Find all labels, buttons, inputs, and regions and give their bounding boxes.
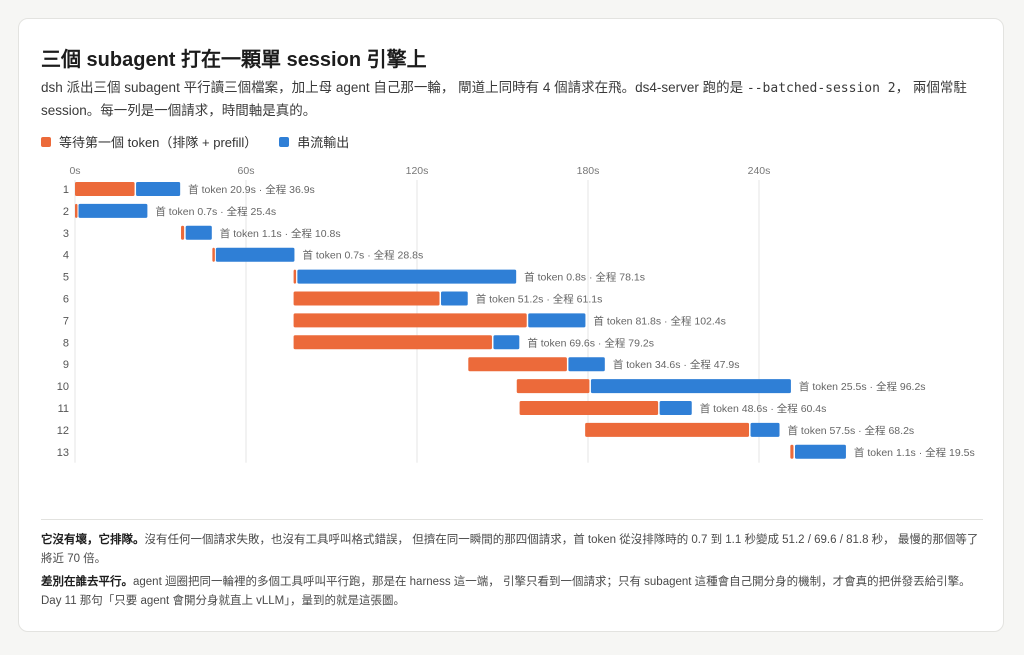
x-tick-label: 120s xyxy=(406,165,429,177)
stream-bar xyxy=(441,291,468,306)
note-1-text: 沒有任何一個請求失敗，也沒有工具呼叫格式錯誤， 但擠在同一瞬間的那四個請求，首 … xyxy=(41,534,979,565)
x-tick-label: 240s xyxy=(748,165,771,177)
legend-label-stream: 串流輸出 xyxy=(297,135,350,150)
row-label: 13 xyxy=(57,447,69,459)
bar-annotation: 首 token 25.5s · 全程 96.2s xyxy=(799,380,926,393)
bar-annotation: 首 token 34.6s · 全程 47.9s xyxy=(613,358,740,371)
row-label: 5 xyxy=(63,272,69,284)
legend-swatch-stream xyxy=(279,136,290,147)
wait-bar xyxy=(519,401,659,415)
x-tick-label: 0s xyxy=(69,165,80,177)
bar-annotation: 首 token 81.8s · 全程 102.4s xyxy=(593,314,725,327)
bar-annotation: 首 token 48.6s · 全程 60.4s xyxy=(700,402,827,415)
wait-bar xyxy=(293,291,440,306)
bar-annotation: 首 token 0.7s · 全程 25.4s xyxy=(155,205,276,218)
description-code: --batched-session 2 xyxy=(746,81,896,96)
stream-bar xyxy=(297,269,517,284)
legend-label-wait: 等待第一個 token（排隊 + prefill） xyxy=(59,135,258,150)
row-label: 10 xyxy=(57,381,69,393)
note-1: 它沒有壞，它排隊。沒有任何一個請求失敗，也沒有工具呼叫格式錯誤， 但擠在同一瞬間… xyxy=(41,531,986,569)
divider xyxy=(41,519,983,520)
wait-bar xyxy=(181,225,185,240)
chart-card: 三個 subagent 打在一顆單 session 引擎上 dsh 派出三個 s… xyxy=(18,18,1004,632)
stream-bar xyxy=(590,379,791,394)
note-2-heading: 差別在誰去平行。 xyxy=(41,576,133,588)
legend: 等待第一個 token（排隊 + prefill） 串流輸出 xyxy=(41,132,371,151)
stream-bar xyxy=(215,247,295,262)
x-tick-label: 60s xyxy=(238,165,255,177)
wait-bar xyxy=(293,313,527,328)
bar-annotation: 首 token 20.9s · 全程 36.9s xyxy=(188,183,315,196)
stream-bar xyxy=(794,444,846,459)
description-text-2: ， 兩個常駐 session。每一列是一個請求，時間軸是真的。 xyxy=(41,80,967,118)
stream-bar xyxy=(185,225,212,240)
stream-bar xyxy=(136,182,181,196)
row-label: 2 xyxy=(63,206,69,218)
wait-bar xyxy=(585,422,750,437)
note-2: 差別在誰去平行。agent 迴圈把同一輪裡的多個工具呼叫平行跑，那是在 harn… xyxy=(41,573,986,611)
gantt-chart: 0s 60s 120s 180s 240s 1 首 token 20.9s · 全程 36.… xyxy=(57,165,975,463)
bar-annotation: 首 token 0.7s · 全程 28.8s xyxy=(302,249,423,262)
wait-bar xyxy=(75,203,78,218)
stream-bar xyxy=(493,335,520,350)
notes: 它沒有壞，它排隊。沒有任何一個請求失敗，也沒有工具呼叫格式錯誤， 但擠在同一瞬間… xyxy=(41,531,986,615)
wait-bar xyxy=(516,379,590,394)
stream-bar xyxy=(528,313,586,328)
page-title: 三個 subagent 打在一顆單 session 引擎上 xyxy=(41,49,427,71)
wait-bar xyxy=(293,335,492,350)
bar-annotation: 首 token 0.8s · 全程 78.1s xyxy=(524,271,645,284)
row-label: 9 xyxy=(63,359,69,371)
note-2-text: agent 迴圈把同一輪裡的多個工具呼叫平行跑，那是在 harness 這一端，… xyxy=(41,576,971,607)
wait-bar xyxy=(293,269,297,284)
row-label: 1 xyxy=(63,184,69,196)
chart-description: dsh 派出三個 subagent 平行讀三個檔案，加上母 agent 自己那一… xyxy=(41,77,986,122)
description-text-1: dsh 派出三個 subagent 平行讀三個檔案，加上母 agent 自己那一… xyxy=(41,80,747,95)
stream-bar xyxy=(750,422,780,437)
row-label: 12 xyxy=(57,425,69,437)
note-1-heading: 它沒有壞，它排隊。 xyxy=(41,534,145,546)
row-label: 4 xyxy=(63,250,69,262)
legend-swatch-wait xyxy=(41,136,51,147)
row-label: 11 xyxy=(58,403,69,415)
row-label: 6 xyxy=(63,294,69,306)
row-label: 8 xyxy=(63,337,69,349)
wait-bar xyxy=(790,444,794,459)
bar-annotation: 首 token 57.5s · 全程 68.2s xyxy=(788,424,915,437)
bar-annotation: 首 token 1.1s · 全程 19.5s xyxy=(854,446,975,459)
wait-bar xyxy=(75,182,135,196)
stream-bar xyxy=(78,203,148,218)
stream-bar xyxy=(659,401,692,415)
legend-item-stream: 串流輸出 xyxy=(279,132,349,151)
bar-annotation: 首 token 69.6s · 全程 79.2s xyxy=(527,336,654,349)
bar-annotation: 首 token 51.2s · 全程 61.1s xyxy=(476,293,603,306)
stream-bar xyxy=(568,357,605,372)
wait-bar xyxy=(468,357,567,372)
row-label: 3 xyxy=(63,228,69,240)
bar-annotation: 首 token 1.1s · 全程 10.8s xyxy=(220,227,341,240)
x-tick-label: 180s xyxy=(577,165,600,177)
wait-bar xyxy=(212,247,215,262)
row-label: 7 xyxy=(63,315,69,327)
legend-item-wait: 等待第一個 token（排隊 + prefill） xyxy=(41,132,257,151)
